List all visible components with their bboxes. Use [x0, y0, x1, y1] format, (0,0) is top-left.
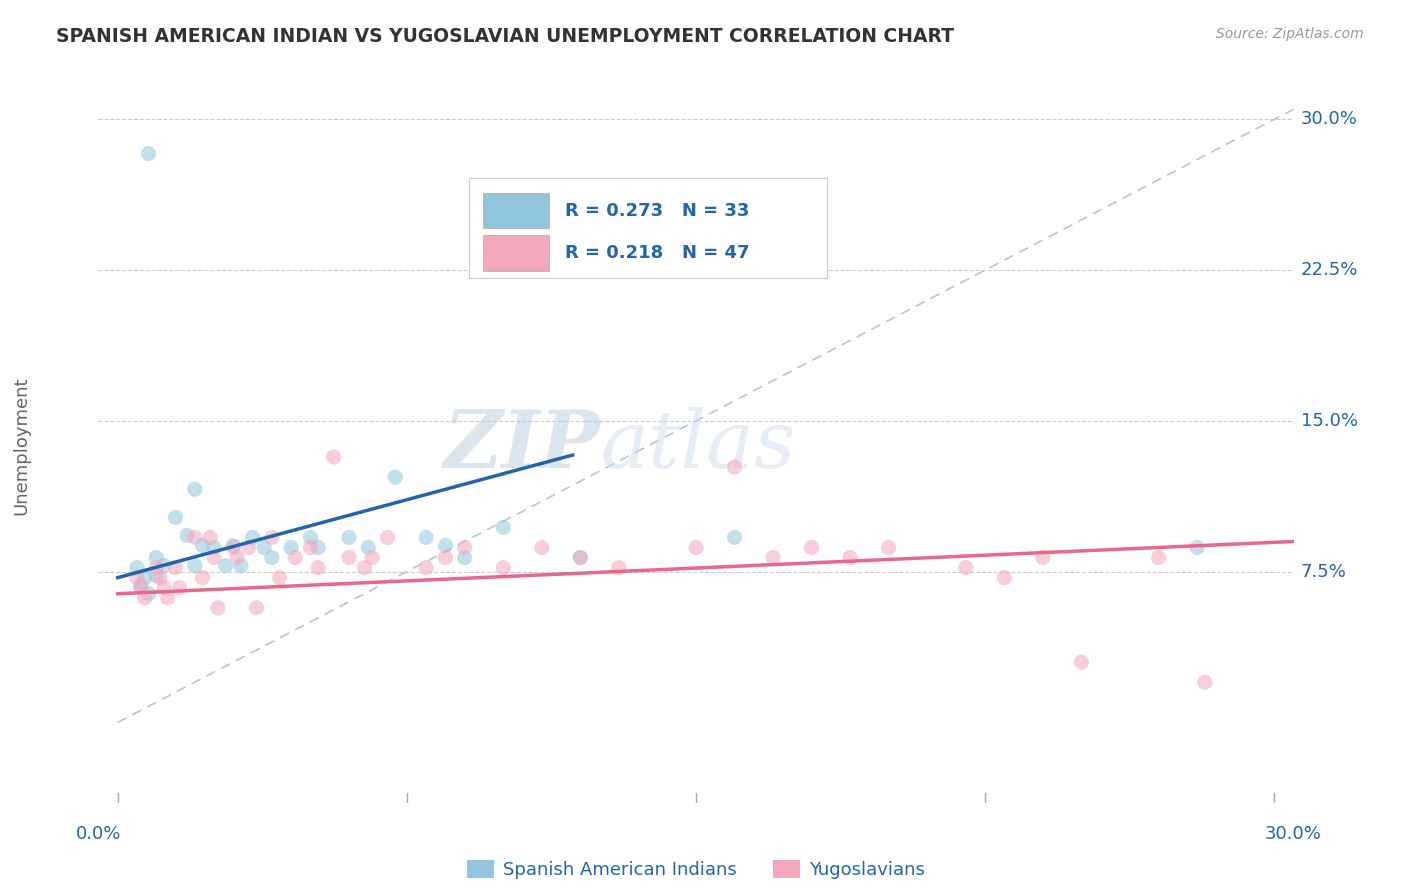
Text: 30.0%: 30.0%	[1301, 111, 1357, 128]
Point	[569, 550, 592, 565]
Point	[169, 581, 191, 595]
Point	[165, 510, 187, 524]
Bar	[484, 193, 548, 228]
Point	[138, 587, 160, 601]
Point	[723, 460, 745, 475]
Point	[222, 539, 245, 553]
Point	[156, 591, 179, 605]
FancyBboxPatch shape	[470, 178, 827, 278]
Point	[260, 550, 283, 565]
Point	[1194, 675, 1216, 690]
Legend: Spanish American Indians, Yugoslavians: Spanish American Indians, Yugoslavians	[460, 853, 932, 887]
Text: ZIP: ZIP	[443, 408, 600, 484]
Point	[253, 541, 276, 555]
Point	[260, 531, 283, 545]
Point	[384, 470, 406, 484]
Point	[165, 560, 187, 574]
Text: 0.0%: 0.0%	[76, 825, 121, 843]
Point	[415, 560, 437, 574]
Point	[569, 550, 592, 565]
Point	[184, 482, 207, 496]
Point	[993, 571, 1015, 585]
Point	[129, 579, 152, 593]
Point	[1070, 655, 1092, 669]
Point	[530, 541, 553, 555]
Point	[1147, 550, 1170, 565]
Point	[453, 550, 475, 565]
Point	[222, 541, 245, 555]
Point	[299, 541, 322, 555]
Point	[153, 558, 176, 573]
Point	[955, 560, 977, 574]
Text: R = 0.218   N = 47: R = 0.218 N = 47	[565, 244, 749, 262]
Point	[138, 146, 160, 161]
Point	[214, 558, 236, 573]
Text: SPANISH AMERICAN INDIAN VS YUGOSLAVIAN UNEMPLOYMENT CORRELATION CHART: SPANISH AMERICAN INDIAN VS YUGOSLAVIAN U…	[56, 27, 955, 45]
Point	[280, 541, 302, 555]
Point	[762, 550, 785, 565]
Text: Source: ZipAtlas.com: Source: ZipAtlas.com	[1216, 27, 1364, 41]
Bar	[484, 235, 548, 271]
Point	[226, 550, 249, 565]
Point	[176, 528, 198, 542]
Point	[685, 541, 707, 555]
Text: atlas: atlas	[600, 408, 796, 484]
Point	[145, 568, 167, 582]
Point	[607, 560, 630, 574]
Point	[284, 550, 307, 565]
Point	[723, 531, 745, 545]
Point	[125, 571, 148, 585]
Point	[229, 558, 252, 573]
Point	[184, 558, 207, 573]
Point	[238, 541, 260, 555]
Point	[492, 520, 515, 534]
Point	[800, 541, 823, 555]
Point	[202, 541, 225, 555]
Point	[145, 550, 167, 565]
Point	[149, 571, 172, 585]
Point	[134, 591, 156, 605]
Point	[357, 541, 380, 555]
Point	[245, 600, 267, 615]
Point	[242, 531, 264, 545]
Point	[353, 560, 375, 574]
Point	[1185, 541, 1208, 555]
Point	[269, 571, 291, 585]
Point	[207, 600, 229, 615]
Point	[307, 560, 329, 574]
Point	[184, 531, 207, 545]
Point	[191, 539, 214, 553]
Point	[1032, 550, 1054, 565]
Point	[145, 560, 167, 574]
Text: Unemployment: Unemployment	[13, 376, 30, 516]
Point	[337, 531, 360, 545]
Point	[129, 581, 152, 595]
Point	[191, 571, 214, 585]
Text: 15.0%: 15.0%	[1301, 412, 1358, 430]
Point	[434, 550, 457, 565]
Point	[377, 531, 399, 545]
Point	[200, 531, 222, 545]
Point	[415, 531, 437, 545]
Text: R = 0.273   N = 33: R = 0.273 N = 33	[565, 202, 749, 219]
Point	[125, 560, 148, 574]
Point	[877, 541, 900, 555]
Point	[453, 541, 475, 555]
Point	[492, 560, 515, 574]
Point	[361, 550, 384, 565]
Text: 22.5%: 22.5%	[1301, 261, 1358, 279]
Point	[839, 550, 862, 565]
Point	[307, 541, 329, 555]
Text: 7.5%: 7.5%	[1301, 563, 1347, 581]
Point	[299, 531, 322, 545]
Point	[134, 571, 156, 585]
Point	[153, 581, 176, 595]
Point	[337, 550, 360, 565]
Point	[202, 550, 225, 565]
Point	[322, 450, 344, 464]
Point	[434, 539, 457, 553]
Text: 30.0%: 30.0%	[1265, 825, 1322, 843]
